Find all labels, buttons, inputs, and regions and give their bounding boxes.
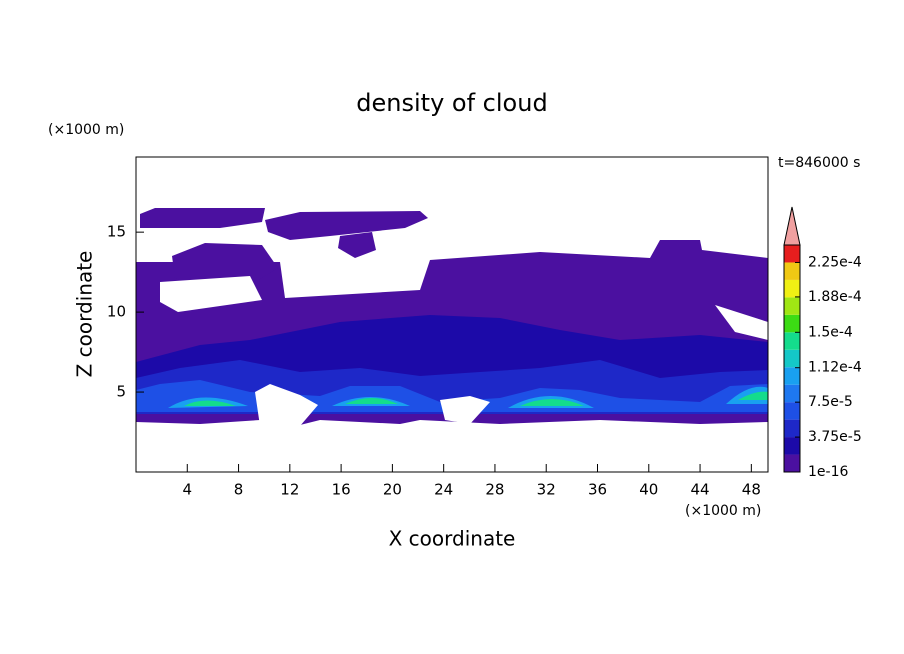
colorbar-band: [784, 314, 800, 333]
plot-frame: [135, 156, 769, 473]
colorbar-band: [784, 454, 800, 472]
colorbar-label: 1.88e-4: [808, 289, 862, 305]
colorbar-band: [784, 297, 800, 315]
colorbar-label: 1.5e-4: [808, 324, 853, 340]
x-tick-label: 48: [742, 481, 761, 499]
y-tick-label: 5: [116, 383, 126, 401]
colorbar-band: [784, 402, 800, 420]
x-unit: (×1000 m): [685, 503, 761, 519]
colorbar-label: 1.12e-4: [808, 360, 862, 376]
colorbar-band: [784, 332, 800, 350]
x-tick-label: 24: [434, 481, 453, 499]
colorbar-band: [784, 279, 800, 298]
colorbar-band: [784, 419, 800, 438]
colorbar-band: [784, 349, 800, 368]
colorbar-band: [784, 245, 800, 263]
contour-region: [140, 208, 265, 228]
y-tick-label: 15: [107, 223, 126, 241]
colorbar-band: [784, 367, 800, 385]
x-tick-label: 8: [234, 481, 244, 499]
x-tick-label: 28: [485, 481, 504, 499]
colorbar-band: [784, 262, 800, 280]
x-tick-label: 32: [537, 481, 556, 499]
colorbar-label: 1e-16: [808, 464, 848, 480]
x-tick-label: 12: [280, 481, 299, 499]
y-unit: (×1000 m): [48, 122, 124, 138]
x-axis-label: X coordinate: [389, 527, 516, 551]
colorbar-frame: [783, 244, 801, 473]
x-tick-label: 36: [588, 481, 607, 499]
colorbar-label: 7.5e-5: [808, 394, 853, 410]
colorbar-label: 2.25e-4: [808, 254, 862, 270]
contour-region: [265, 211, 428, 240]
x-tick-label: 20: [383, 481, 402, 499]
x-tick-label: 44: [691, 481, 710, 499]
contour-region: [338, 232, 376, 258]
x-tick-label: 40: [639, 481, 658, 499]
contour-region: [172, 243, 278, 290]
x-tick-label: 16: [332, 481, 351, 499]
x-tick-label: 4: [183, 481, 193, 499]
colorbar-band: [784, 384, 800, 403]
colorbar-band: [784, 437, 800, 455]
time-label: t=846000 s: [778, 155, 860, 171]
y-tick-label: 10: [107, 303, 126, 321]
y-axis-label: Z coordinate: [73, 251, 97, 378]
chart-title: density of cloud: [356, 89, 547, 117]
colorbar-label: 3.75e-5: [808, 429, 862, 445]
contour-field: [136, 208, 768, 426]
colorbar: 1e-16 3.75e-5 7.5e-5 1.12e-4 1.5e-4 1.88e-4 2.…: [783, 206, 862, 480]
colorbar-extend: [783, 206, 801, 246]
